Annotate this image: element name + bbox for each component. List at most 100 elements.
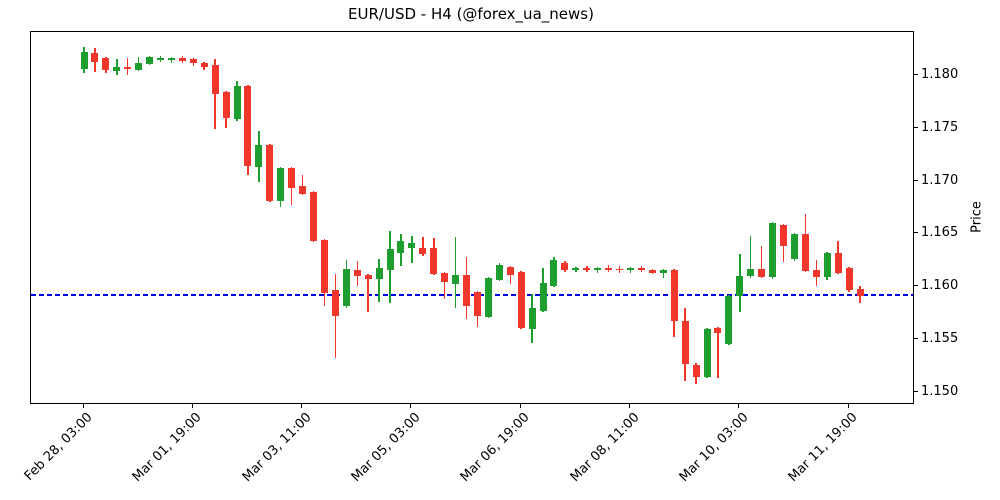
x-tick-mark [410,404,412,408]
candle-body [550,260,558,286]
candle-body [856,288,864,297]
candle-body [495,264,503,281]
x-tick-mark [519,404,521,408]
candle-body [135,62,143,71]
x-tick-label: Mar 05, 03:00 [348,410,424,485]
y-tick-mark [914,179,918,181]
candle-body [310,191,318,242]
candle-body [681,320,689,364]
candle-wick [749,235,752,279]
candle-body [331,289,339,317]
candle-body [845,267,853,290]
candle-wick [717,326,719,378]
candle-wick [301,174,304,195]
candle-body [780,225,788,246]
candle-body [430,247,438,275]
candle-body [408,243,416,248]
candle-body [692,364,700,377]
candle-body [572,267,580,270]
y-tick-label: 1.165 [921,225,959,241]
candle-body [233,85,241,119]
candle-wick [454,237,457,308]
x-tick-mark [191,404,193,408]
candle-body [157,58,164,61]
candle-body [211,64,219,95]
candle-body [189,59,197,63]
candle-body [277,168,285,202]
candle-body [364,275,372,280]
plot-area [30,31,914,404]
candle-body [484,278,492,318]
x-tick-label: Mar 11, 19:00 [785,410,861,485]
candle-body [736,276,744,297]
candle-body [758,268,766,278]
candle-body [200,62,208,67]
y-tick-mark [914,232,918,234]
x-tick-label: Mar 10, 03:00 [676,410,752,485]
candle-wick [378,259,380,302]
y-tick-label: 1.155 [921,331,959,347]
candle-body [244,85,252,167]
y-axis-label: Price [969,201,985,233]
candle-body [178,58,186,61]
candle-wick [367,274,369,313]
candle-body [790,233,798,260]
candle-body [583,267,591,270]
y-tick-mark [914,73,918,75]
candle-body [528,307,536,329]
candle-body [299,186,307,194]
candle-wick [422,237,424,257]
candle-body [605,267,613,270]
candle-body [320,240,328,294]
y-tick-label: 1.150 [921,383,959,399]
candle-body [769,223,777,278]
candle-body [561,263,569,270]
x-tick-mark [847,404,849,408]
candle-body [288,168,296,189]
candle-body [801,233,809,271]
candle-body [703,329,711,377]
candle-body [714,327,722,334]
y-tick-mark [914,126,918,128]
candle-body [441,272,449,283]
candle-body [375,267,383,280]
candle-body [747,268,755,277]
y-tick-label: 1.170 [921,172,959,188]
candle-body [463,275,471,306]
candle-wick [411,235,413,264]
candle-body [670,269,678,321]
candle-body [594,267,602,270]
y-tick-mark [914,285,918,287]
x-tick-mark [301,404,303,408]
candle-body [102,58,110,71]
candle-body [419,247,427,254]
candle-body [386,248,394,270]
x-tick-label: Mar 01, 19:00 [129,410,205,485]
candle-body [452,275,460,284]
candle-body [812,269,820,278]
x-tick-mark [629,404,630,408]
chart-title: EUR/USD - H4 (@forex_ua_news) [348,5,594,23]
x-tick-label: Feb 28, 03:00 [21,410,96,484]
candle-body [167,58,175,61]
candle-body [648,269,656,273]
x-tick-label: Mar 03, 11:00 [239,410,315,485]
candle-body [397,241,405,253]
candle-body [80,52,88,69]
candle-wick [443,271,446,300]
y-tick-label: 1.160 [921,278,959,294]
candle-body [659,269,667,273]
candle-body [637,267,645,270]
candle-body [834,252,842,273]
x-tick-mark [738,404,740,408]
candle-body [255,145,263,168]
candle-body [506,266,514,276]
candle-body [91,53,99,62]
candle-body [539,282,547,312]
candle-wick [760,245,763,279]
reference-price-line [31,294,913,296]
y-tick-label: 1.175 [921,119,959,135]
candle-body [627,267,634,270]
candle-body [823,252,831,278]
